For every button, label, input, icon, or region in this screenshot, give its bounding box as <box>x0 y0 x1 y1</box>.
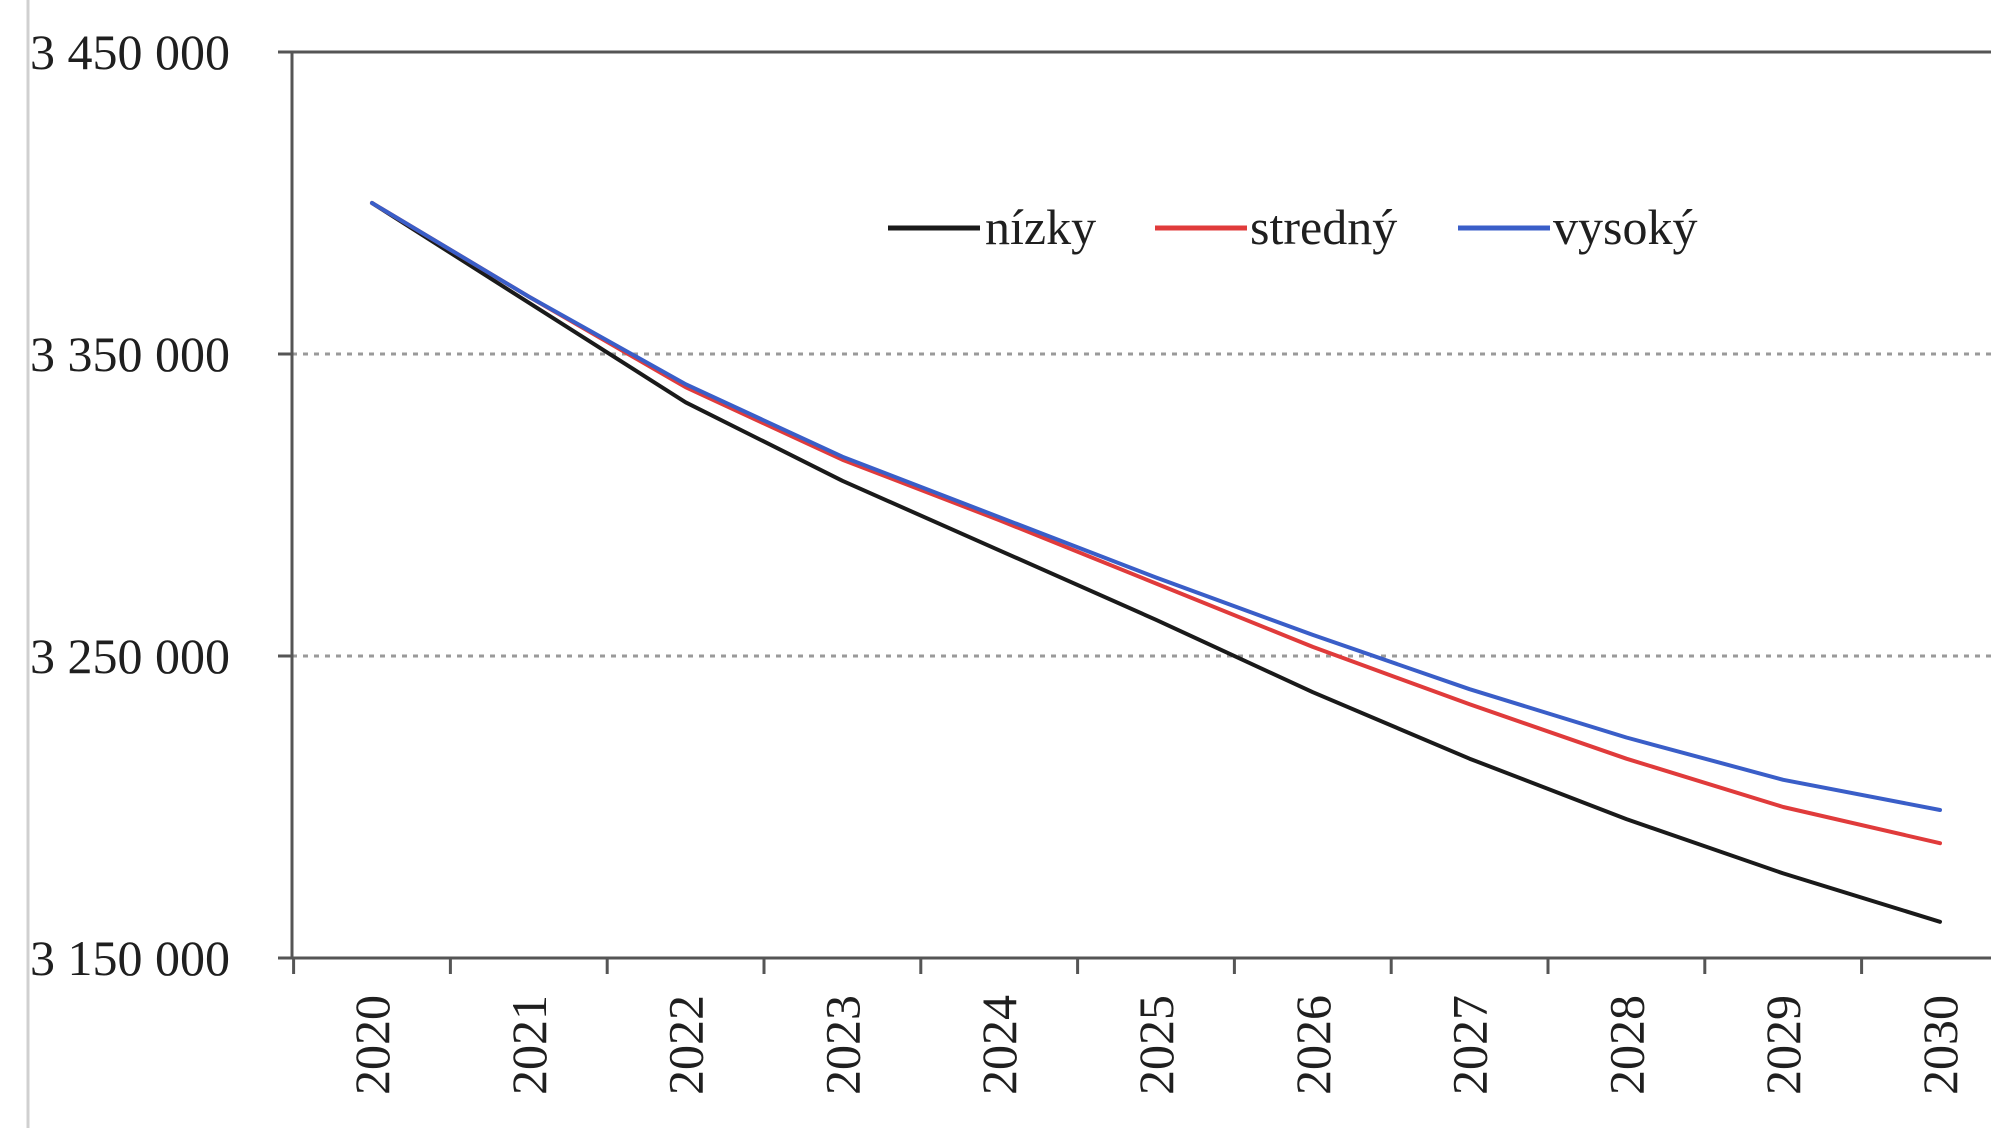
y-tick-label: 3 450 000 <box>30 24 230 80</box>
x-tick-label: 2024 <box>971 995 1027 1095</box>
y-tick-label: 3 150 000 <box>30 930 230 986</box>
x-axis-ticks: 2020 2021 2022 2023 2024 2025 2026 2027 2028 2029… <box>292 958 1968 1095</box>
y-axis-ticks: 3 150 000 3 250 000 3 350 000 3 450 000 <box>30 24 292 986</box>
y-tick-label: 3 350 000 <box>30 326 230 382</box>
x-tick-label: 2030 <box>1912 995 1968 1095</box>
x-tick-label: 2021 <box>501 995 557 1095</box>
x-tick-label: 2022 <box>658 995 714 1095</box>
legend-label: nízky <box>985 199 1096 255</box>
grid-lines <box>292 352 1991 658</box>
series-line <box>370 201 1942 812</box>
series-lines <box>370 201 1942 924</box>
x-tick-label: 2029 <box>1755 995 1811 1095</box>
legend-label: vysoký <box>1553 199 1697 255</box>
y-tick-label: 3 250 000 <box>30 628 230 684</box>
series-line <box>370 201 1942 846</box>
legend: nízky stredný vysoký <box>888 199 1697 255</box>
x-tick-label: 2023 <box>814 995 870 1095</box>
x-tick-label: 2028 <box>1598 995 1654 1095</box>
x-tick-label: 2027 <box>1442 995 1498 1095</box>
series-line <box>370 201 1942 924</box>
legend-label: stredný <box>1250 199 1397 255</box>
x-tick-label: 2025 <box>1128 995 1184 1095</box>
plot-frame <box>290 50 1991 960</box>
x-tick-label: 2026 <box>1285 995 1341 1095</box>
x-tick-label: 2020 <box>344 995 400 1095</box>
